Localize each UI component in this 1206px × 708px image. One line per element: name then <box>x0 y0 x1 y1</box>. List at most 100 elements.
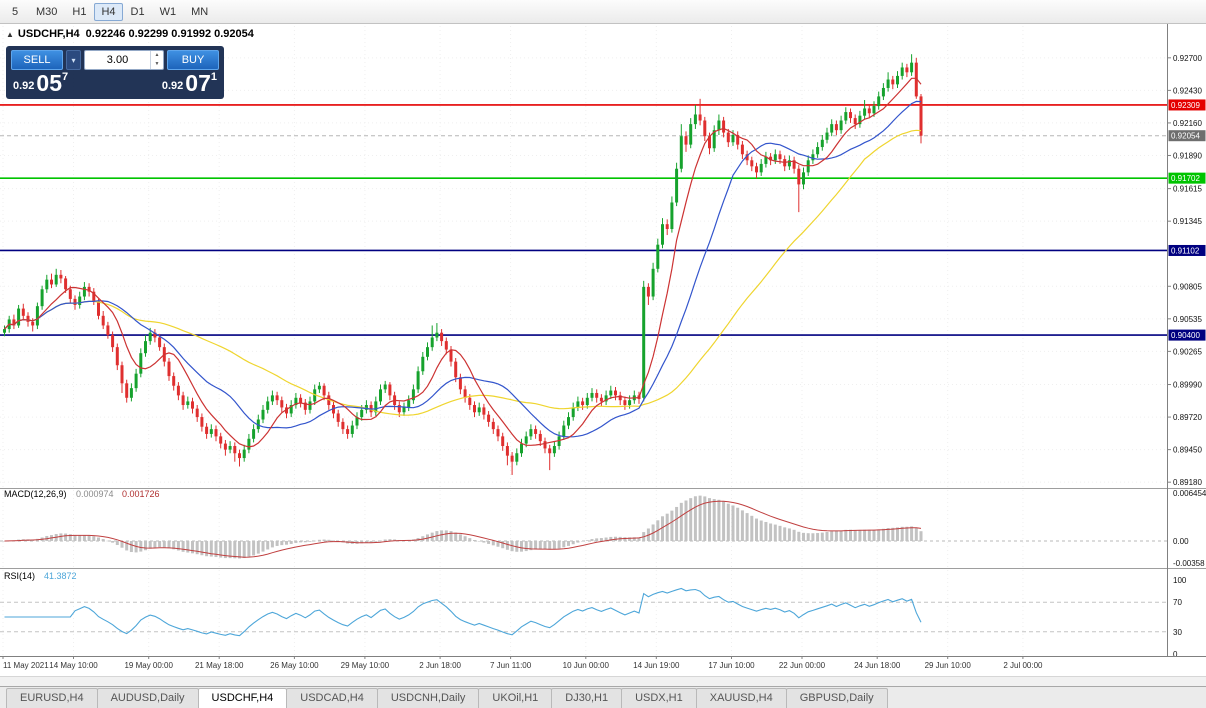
svg-text:0.89720: 0.89720 <box>1173 413 1202 422</box>
svg-text:0.89450: 0.89450 <box>1173 446 1202 455</box>
tab-usdcnh-daily[interactable]: USDCNH,Daily <box>376 688 480 708</box>
svg-text:2 Jul 00:00: 2 Jul 00:00 <box>1003 661 1043 670</box>
candles-layer <box>3 54 923 475</box>
buy-price: 0.92 07 1 <box>162 72 217 95</box>
svg-text:14 May 10:00: 14 May 10:00 <box>49 661 98 670</box>
tab-gbpusd-daily[interactable]: GBPUSD,Daily <box>785 688 888 708</box>
svg-text:70: 70 <box>1173 598 1182 607</box>
tab-dj30-h1[interactable]: DJ30,H1 <box>551 688 623 708</box>
svg-text:0.90400: 0.90400 <box>1171 331 1200 340</box>
svg-text:7 Jun 11:00: 7 Jun 11:00 <box>490 661 532 670</box>
period-button-w1[interactable]: W1 <box>159 5 177 18</box>
svg-text:0.92430: 0.92430 <box>1173 86 1202 95</box>
macd-panel: 0.006454 0.00 -0.00358 <box>0 489 1206 568</box>
sell-price-point: 7 <box>62 71 69 83</box>
svg-text:RSI(14): RSI(14) <box>4 571 35 581</box>
svg-text:0.92700: 0.92700 <box>1173 54 1202 63</box>
svg-text:100: 100 <box>1173 576 1187 585</box>
moving-averages-layer <box>4 77 922 448</box>
bottom-scroll-strip[interactable] <box>0 676 1206 686</box>
period-button-mn[interactable]: MN <box>191 5 209 18</box>
lot-preset-dropdown[interactable]: ▾ <box>66 50 81 70</box>
lot-increase-button[interactable]: ▲ <box>154 52 160 58</box>
buy-button[interactable]: BUY <box>167 50 219 70</box>
svg-text:0.92160: 0.92160 <box>1173 119 1202 128</box>
svg-text:0.00: 0.00 <box>1173 537 1189 546</box>
svg-text:24 Jun 18:00: 24 Jun 18:00 <box>854 661 901 670</box>
svg-text:0.90535: 0.90535 <box>1173 315 1202 324</box>
svg-text:MACD(12,26,9): MACD(12,26,9) <box>4 489 67 499</box>
indicator-labels: MACD(12,26,9) 0.000974 0.001726 RSI(14) 41.3… <box>4 489 160 581</box>
svg-text:0: 0 <box>1173 650 1178 659</box>
one-click-toggle-icon[interactable]: ▲ <box>6 29 14 39</box>
svg-text:21 May 18:00: 21 May 18:00 <box>195 661 244 670</box>
svg-text:19 May 00:00: 19 May 00:00 <box>124 661 173 670</box>
svg-text:0.91615: 0.91615 <box>1173 185 1202 194</box>
svg-text:0.89990: 0.89990 <box>1173 381 1202 390</box>
sell-price: 0.92 05 7 <box>13 72 68 95</box>
tab-eurusd-h4[interactable]: EURUSD,H4 <box>6 688 98 708</box>
svg-text:0.92054: 0.92054 <box>1171 132 1200 141</box>
chart-symbol-label: USDCHF,H4 <box>17 28 80 40</box>
rsi-panel: 100 70 30 0 <box>0 576 1187 659</box>
buy-price-point: 1 <box>210 71 217 83</box>
period-button-m30[interactable]: M30 <box>36 5 58 18</box>
svg-text:26 May 10:00: 26 May 10:00 <box>270 661 319 670</box>
sell-price-pips: 05 <box>36 70 63 96</box>
svg-text:0.91345: 0.91345 <box>1173 217 1202 226</box>
chart-ohlc-header: ▲ USDCHF,H4 0.92246 0.92299 0.91992 0.92… <box>6 28 254 40</box>
svg-text:0.91102: 0.91102 <box>1171 246 1200 255</box>
period-button-5[interactable]: 5 <box>11 5 19 18</box>
price-tag-line-0.91102: 0.91102 <box>1168 244 1206 256</box>
svg-text:0.91890: 0.91890 <box>1173 151 1202 160</box>
svg-text:41.3872: 41.3872 <box>44 571 77 581</box>
price-tag-bid: 0.92054 <box>1168 130 1206 142</box>
tab-ukoil-h1[interactable]: UKOil,H1 <box>478 688 553 708</box>
svg-text:29 Jun 10:00: 29 Jun 10:00 <box>925 661 972 670</box>
svg-text:17 Jun 10:00: 17 Jun 10:00 <box>708 661 755 670</box>
period-button-h1[interactable]: H1 <box>72 5 87 18</box>
tab-usdx-h1[interactable]: USDX,H1 <box>621 688 697 708</box>
svg-text:0.90805: 0.90805 <box>1173 282 1202 291</box>
buy-price-pips: 07 <box>185 70 211 96</box>
lot-stepper: ▲ ▼ <box>150 51 163 69</box>
tab-usdcad-h4[interactable]: USDCAD,H4 <box>286 688 378 708</box>
svg-text:0.90265: 0.90265 <box>1173 347 1202 356</box>
svg-text:10 Jun 00:00: 10 Jun 00:00 <box>563 661 610 670</box>
lot-size-value[interactable]: 3.00 <box>106 54 129 66</box>
timeframe-toolbar: 5 M30 H1 H4 D1 W1 MN <box>0 0 1206 24</box>
chart-tabs-bar: EURUSD,H4 AUDUSD,Daily USDCHF,H4 USDCAD,H4 U… <box>0 686 1206 708</box>
sell-button[interactable]: SELL <box>11 50 63 70</box>
lot-decrease-button[interactable]: ▼ <box>154 61 160 67</box>
sell-price-base: 0.92 <box>13 80 35 92</box>
buy-price-base: 0.92 <box>161 80 184 92</box>
tab-usdchf-h4[interactable]: USDCHF,H4 <box>197 688 288 708</box>
svg-text:0.001726: 0.001726 <box>122 489 160 499</box>
chevron-down-icon: ▾ <box>71 55 76 65</box>
svg-text:29 May 10:00: 29 May 10:00 <box>341 661 390 670</box>
price-tag-line-0.91702: 0.91702 <box>1168 172 1206 184</box>
svg-text:0.91702: 0.91702 <box>1171 174 1200 183</box>
svg-text:0.89180: 0.89180 <box>1173 478 1202 487</box>
svg-text:2 Jun 18:00: 2 Jun 18:00 <box>419 661 461 670</box>
period-button-d1[interactable]: D1 <box>130 5 145 18</box>
tab-audusd-daily[interactable]: AUDUSD,Daily <box>96 688 199 708</box>
svg-text:-0.00358: -0.00358 <box>1173 559 1205 568</box>
svg-text:11 May 2021: 11 May 2021 <box>3 661 49 670</box>
period-button-h4[interactable]: H4 <box>94 2 123 21</box>
price-chart-svg[interactable]: 0.0064540.00-0.00358100703000.927000.924… <box>0 24 1206 676</box>
price-tag-line-0.92309: 0.92309 <box>1168 99 1206 111</box>
price-tag-line-0.90400: 0.90400 <box>1168 329 1206 341</box>
price-axis: 0.92700 0.92430 0.92160 0.91890 0.91615 0.913… <box>1167 54 1206 487</box>
svg-text:14 Jun 19:00: 14 Jun 19:00 <box>633 661 680 670</box>
time-axis: 11 May 2021 14 May 10:00 19 May 00:00 21 Ma… <box>2 656 1043 670</box>
tab-xauusd-h4[interactable]: XAUUSD,H4 <box>695 688 787 708</box>
svg-text:30: 30 <box>1173 628 1182 637</box>
svg-text:0.000974: 0.000974 <box>76 489 114 499</box>
svg-text:22 Jun 00:00: 22 Jun 00:00 <box>779 661 826 670</box>
svg-text:0.006454: 0.006454 <box>1173 489 1206 498</box>
lot-size-field[interactable]: 3.00 ▲ ▼ <box>84 50 164 70</box>
panel-frame <box>0 24 1206 657</box>
one-click-trading-panel: SELL ▾ 3.00 ▲ ▼ BUY 0.92 05 7 0.92 07 1 <box>6 46 224 99</box>
